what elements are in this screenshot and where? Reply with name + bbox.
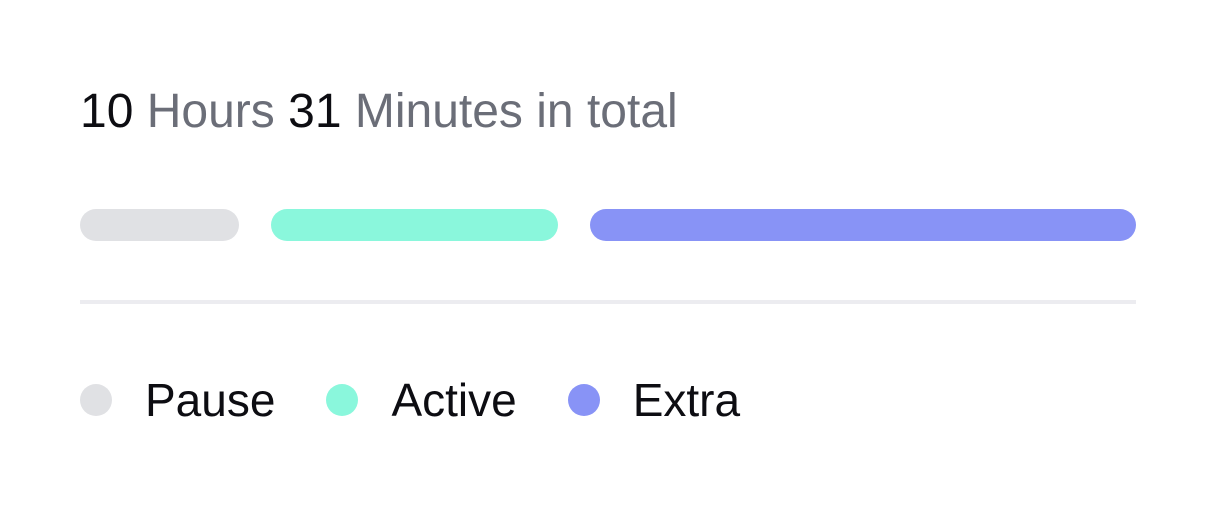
total-minutes-value: 31 <box>288 85 342 138</box>
legend-item-pause: Pause <box>80 372 275 428</box>
hours-label: Hours <box>146 85 275 138</box>
legend-label-pause: Pause <box>145 374 276 426</box>
divider <box>80 300 1136 304</box>
time-distribution-bar <box>80 209 1136 241</box>
legend-item-extra: Extra <box>567 372 741 428</box>
legend-dot-active <box>326 384 359 416</box>
legend-item-active: Active <box>326 372 517 428</box>
total-hours-value: 10 <box>80 85 134 138</box>
minutes-label: Minutes in total <box>354 85 678 138</box>
legend-dot-extra <box>567 384 600 416</box>
legend-label-extra: Extra <box>632 374 741 426</box>
legend-label-active: Active <box>391 374 517 426</box>
total-time-summary: 10 Hours 31 Minutes in total <box>80 84 678 140</box>
bar-segment-active <box>270 209 559 241</box>
legend-dot-pause <box>80 384 112 416</box>
legend: Pause Active Extra <box>80 372 740 428</box>
bar-segment-extra <box>590 209 1136 241</box>
bar-segment-pause <box>80 209 239 241</box>
